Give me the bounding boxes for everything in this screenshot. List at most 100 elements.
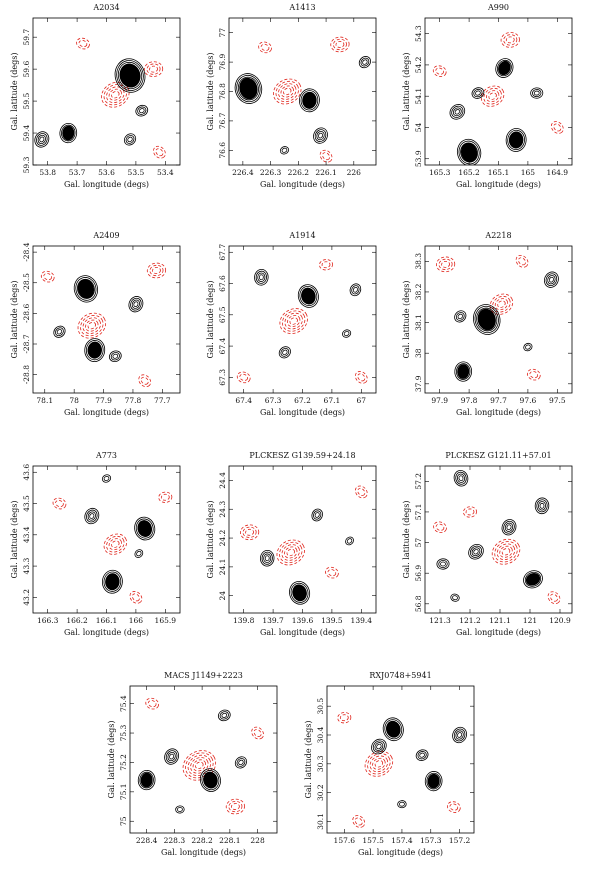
x-tick-label: 157.5 (362, 836, 384, 845)
negative-contour (494, 298, 509, 311)
y-tick-label: -28.6 (22, 304, 31, 323)
positive-contour (314, 512, 320, 518)
x-tick-label: 139.5 (321, 616, 343, 625)
positive-contour (473, 304, 501, 335)
x-tick-label: 67 (357, 396, 367, 405)
x-tick-label: 53.6 (98, 168, 115, 177)
positive-contour (376, 743, 382, 750)
negative-contour (330, 36, 350, 53)
positive-contour (289, 581, 311, 605)
negative-contour (143, 61, 164, 77)
positive-contour (134, 516, 156, 541)
negative-contour (280, 85, 294, 98)
x-tick-label: 166.1 (96, 616, 117, 625)
positive-contour (133, 301, 139, 308)
positive-contour (456, 473, 466, 483)
negative-contour (286, 548, 295, 557)
negative-contour (547, 591, 561, 605)
positive-contour (136, 550, 142, 557)
negative-contour (103, 84, 128, 106)
positive-contour (475, 90, 481, 96)
negative-contour (106, 86, 125, 103)
x-tick-label: 165 (521, 168, 536, 177)
negative-contour (335, 41, 345, 48)
positive-contour (300, 90, 319, 111)
positive-contour (264, 555, 270, 562)
y-tick-label: 76.6 (218, 142, 227, 159)
positive-contour (278, 346, 291, 359)
peak-core (292, 584, 307, 602)
plot-area (236, 259, 368, 384)
y-tick-label: 43.6 (22, 464, 31, 481)
y-tick-label: 43.3 (22, 558, 31, 575)
y-tick-label: 38.3 (414, 253, 423, 270)
negative-contour (485, 90, 500, 103)
negative-contour (322, 152, 331, 161)
y-axis-label: Gal. latitude (degs) (10, 501, 19, 579)
negative-contour (289, 317, 298, 325)
positive-contour (523, 570, 543, 589)
y-axis-label: Gal. latitude (degs) (402, 281, 411, 359)
negative-contour (374, 760, 384, 768)
panel-1: 226.4 226.3 226.2 226.1 226 76.6 76.7 76.8 76.9 7… (206, 3, 377, 189)
x-axis-label: Gal. longitude (degs) (260, 180, 345, 189)
peak-core (239, 77, 258, 100)
negative-contour (327, 569, 337, 577)
negative-contour (435, 523, 445, 531)
positive-contour (236, 758, 246, 767)
y-tick-label: 43.2 (22, 589, 31, 606)
positive-contour (399, 801, 405, 807)
positive-contour (165, 750, 178, 763)
positive-contour (453, 728, 466, 742)
peak-core (301, 287, 316, 305)
y-tick-label: 59.5 (22, 93, 31, 110)
negative-contour (354, 485, 368, 499)
plot-area (337, 712, 467, 828)
y-tick-label: 57.1 (414, 504, 423, 521)
y-tick-label: 57.2 (414, 473, 423, 490)
positive-contour (261, 551, 273, 565)
positive-contour (114, 58, 146, 93)
y-tick-label: 75 (119, 816, 128, 826)
positive-contour (169, 753, 175, 760)
panel-title: MACS J1149+2223 (164, 671, 243, 680)
positive-contour (471, 87, 485, 99)
x-tick-label: 121 (523, 616, 537, 625)
positive-contour (318, 132, 324, 139)
x-tick-label: 164.9 (547, 168, 569, 177)
x-tick-label: 67.1 (324, 396, 341, 405)
x-tick-label: 139.4 (351, 616, 373, 625)
y-tick-label: 59.4 (22, 124, 31, 141)
positive-contour (415, 749, 429, 761)
positive-contour (523, 342, 533, 352)
peak-core (137, 520, 152, 537)
positive-contour (352, 286, 358, 293)
x-tick-label: 77.7 (154, 396, 171, 405)
negative-contour (435, 256, 456, 273)
positive-contour (137, 769, 156, 791)
panel-frame (326, 685, 475, 834)
x-tick-label: 228.1 (219, 836, 240, 845)
negative-contour (273, 78, 302, 105)
y-tick-label: 30.4 (316, 726, 325, 743)
x-tick-label: 121.3 (429, 616, 451, 625)
positive-contour (342, 329, 352, 338)
x-tick-label: 139.6 (292, 616, 314, 625)
x-axis-label: Gal. longitude (degs) (456, 408, 541, 417)
y-tick-label: 38.2 (414, 283, 423, 300)
plot-area (137, 697, 264, 815)
negative-contour (491, 538, 521, 565)
negative-contour (239, 524, 260, 541)
negative-contour (503, 34, 518, 46)
x-tick-label: 228.4 (136, 836, 158, 845)
y-tick-label: 24.4 (218, 472, 227, 489)
positive-contour (469, 545, 483, 558)
positive-contour (345, 536, 354, 546)
positive-contour (217, 709, 231, 722)
negative-contour (435, 67, 444, 75)
x-tick-label: 139.7 (262, 616, 284, 625)
peak-core (62, 125, 75, 141)
positive-contour (454, 310, 467, 323)
x-tick-label: 139.8 (233, 616, 255, 625)
x-tick-label: 77.8 (125, 396, 142, 405)
